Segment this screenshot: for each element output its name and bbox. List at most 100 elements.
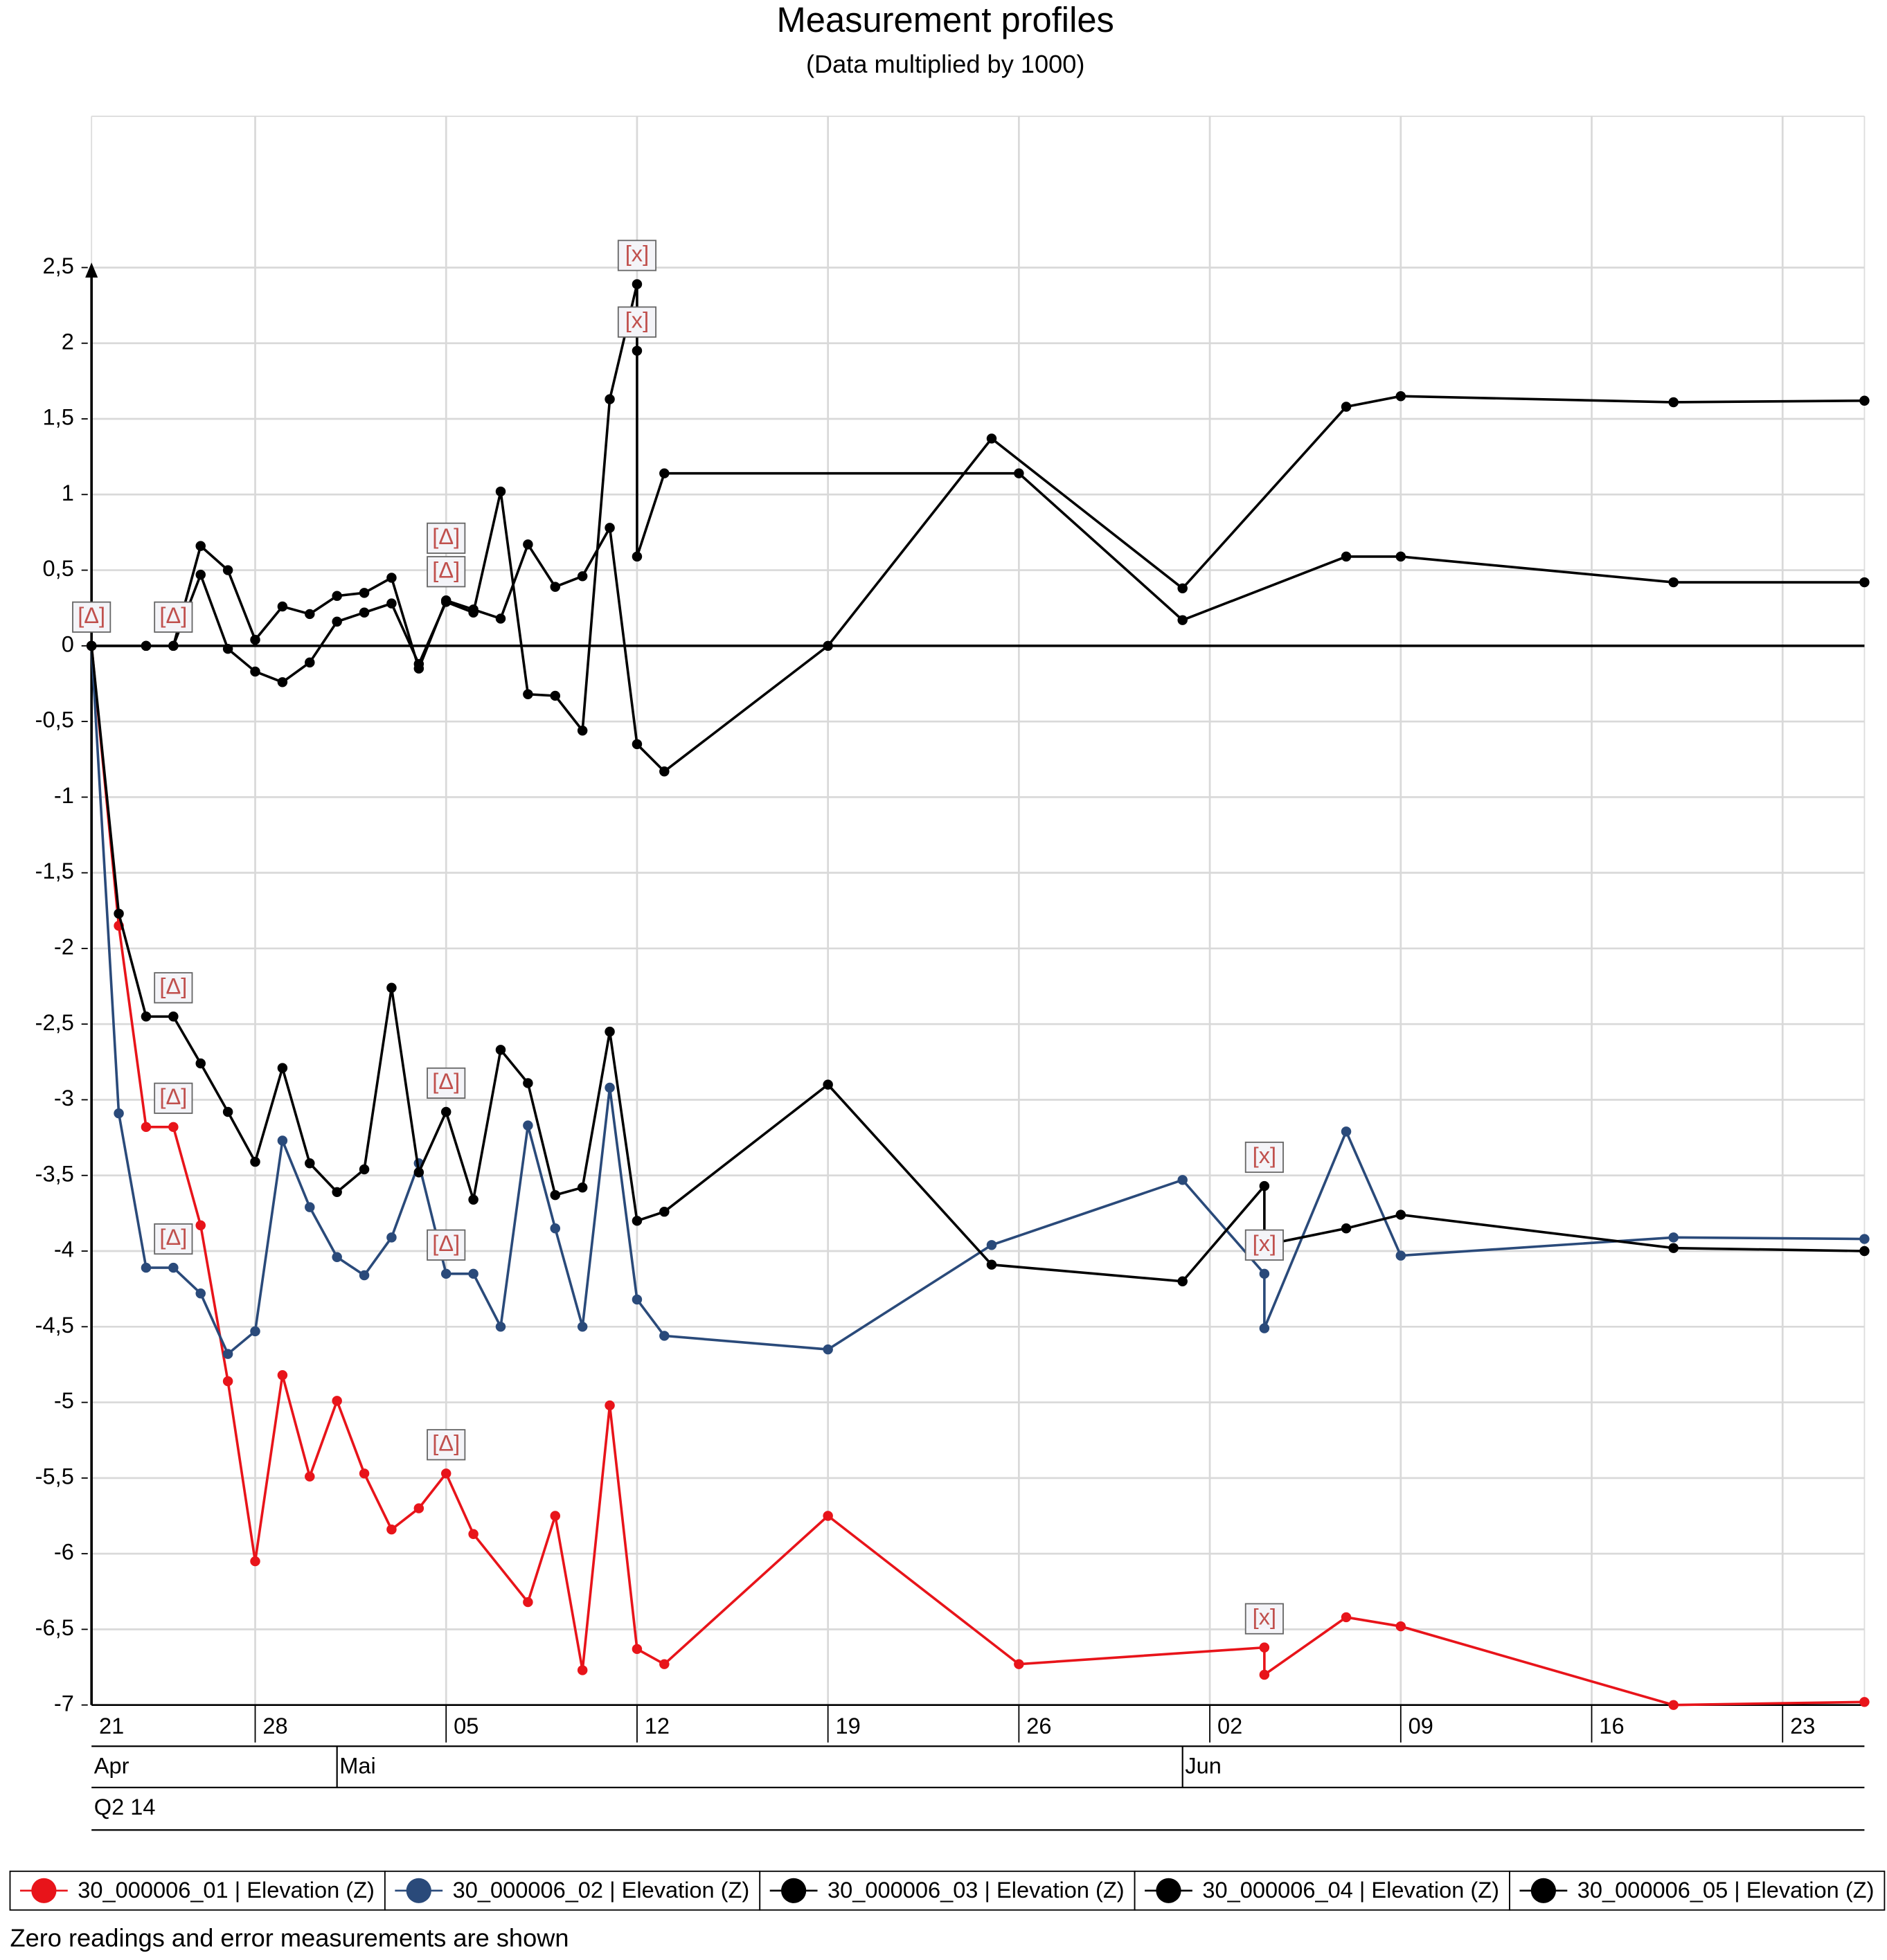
data-point (659, 1206, 670, 1217)
annotation-label: [x] (625, 308, 649, 333)
data-point (1859, 395, 1870, 406)
data-point (632, 279, 643, 289)
y-tick-label: -5 (54, 1388, 74, 1413)
data-point (550, 1189, 561, 1201)
point-annotation: [x] (1244, 1141, 1284, 1174)
data-point (195, 541, 206, 551)
data-point (659, 1331, 670, 1341)
y-tick-label: 2,5 (43, 253, 74, 278)
annotation-box (1244, 1229, 1284, 1261)
data-point (1014, 1659, 1024, 1669)
y-tick-label: -6 (54, 1540, 74, 1565)
y-tick-label: -2,5 (35, 1010, 74, 1035)
annotation-label: [Δ] (159, 973, 187, 998)
annotation-box (427, 1429, 466, 1461)
data-point (168, 1012, 179, 1022)
data-point (250, 1156, 260, 1167)
series-line (91, 284, 1865, 734)
point-annotation: [Δ] (154, 1082, 193, 1114)
point-annotation: [x] (1244, 1603, 1284, 1635)
data-point (468, 1529, 479, 1539)
annotation-box (154, 972, 193, 1004)
data-point (141, 1122, 152, 1133)
annotation-label: [Δ] (432, 524, 460, 549)
data-point (550, 1223, 561, 1234)
x-tick-label: 23 (1790, 1714, 1815, 1738)
annotation-box (154, 601, 193, 633)
data-point (386, 1232, 397, 1243)
data-point (386, 598, 397, 609)
data-point (277, 1135, 288, 1146)
point-annotation: [Δ] (427, 1067, 466, 1099)
chart-subtitle: (Data multiplied by 1000) (806, 50, 1085, 78)
point-annotation: [x] (1244, 1229, 1284, 1261)
data-point (222, 1349, 233, 1359)
data-point (440, 1106, 451, 1117)
data-point (222, 1106, 233, 1117)
data-point (1668, 397, 1679, 408)
legend-marker (1530, 1878, 1556, 1903)
data-point (305, 1158, 315, 1169)
point-annotation: [Δ] (154, 1223, 193, 1255)
data-point (1259, 1669, 1270, 1680)
data-point (632, 739, 643, 750)
data-point (1341, 551, 1352, 562)
data-point (332, 1396, 342, 1406)
data-point (986, 433, 997, 444)
data-point (468, 1268, 479, 1279)
data-point (359, 1270, 370, 1281)
data-point (1177, 615, 1188, 625)
data-point (523, 1078, 533, 1088)
annotation-box (617, 240, 657, 271)
data-point (1395, 1250, 1406, 1261)
legend-marker (1156, 1878, 1181, 1903)
data-point (1668, 577, 1679, 588)
data-point (195, 1058, 206, 1069)
data-point (550, 582, 561, 592)
data-point (250, 1326, 260, 1337)
data-point (632, 551, 643, 562)
month-label: Jun (1185, 1754, 1222, 1779)
point-annotation: [x] (617, 306, 657, 338)
annotation-label: [Δ] (432, 1069, 460, 1094)
data-point (332, 616, 342, 627)
series-line (90, 645, 1865, 1283)
x-tick-label: 05 (454, 1714, 479, 1738)
month-label: Apr (94, 1754, 129, 1779)
y-tick-label: -1 (54, 783, 74, 808)
x-tick-label: 28 (262, 1714, 287, 1738)
data-point (114, 908, 124, 919)
annotation-box (427, 522, 466, 554)
data-point (495, 486, 506, 497)
data-point (386, 573, 397, 583)
series-line (90, 645, 1865, 1356)
annotation-label: [x] (1253, 1605, 1276, 1630)
data-point (1395, 1210, 1406, 1220)
data-point (550, 1511, 561, 1521)
legend-item: 30_000006_05 | Elevation (Z) (1509, 1870, 1886, 1911)
data-point (141, 1262, 152, 1273)
x-tick-label: 19 (836, 1714, 861, 1738)
data-point (86, 640, 97, 651)
annotation-label: [Δ] (78, 603, 105, 628)
annotation-label: [Δ] (432, 1430, 460, 1455)
data-point (1177, 583, 1188, 594)
legend-marker (406, 1878, 431, 1903)
y-tick-label: 0 (62, 631, 74, 656)
x-tick-label: 09 (1408, 1714, 1433, 1738)
data-point (1859, 1234, 1870, 1244)
data-point (632, 1644, 643, 1655)
data-point (823, 640, 833, 651)
data-point (495, 1322, 506, 1332)
annotation-box (617, 306, 657, 338)
data-point (332, 1252, 342, 1262)
annotation-box (154, 1082, 193, 1114)
data-point (523, 1120, 533, 1131)
data-point (468, 1194, 479, 1205)
data-point (413, 658, 424, 669)
data-point (305, 609, 315, 620)
data-point (523, 1597, 533, 1608)
y-tick-label: -3,5 (35, 1161, 74, 1186)
y-tick-label: -1,5 (35, 858, 74, 883)
data-point (332, 591, 342, 601)
